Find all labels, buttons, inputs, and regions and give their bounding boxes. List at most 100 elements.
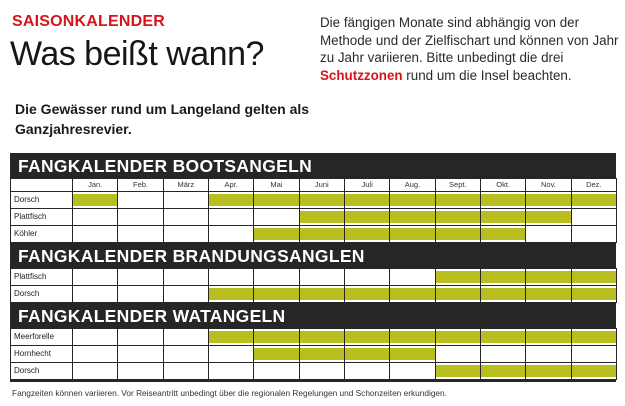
month-cell <box>253 225 300 243</box>
month-cell <box>479 268 527 286</box>
month-cell <box>298 328 345 346</box>
month-cell <box>389 208 436 226</box>
month-cell <box>253 345 300 363</box>
month-header: Okt. <box>479 178 527 192</box>
season-bar <box>436 194 480 206</box>
month-cell <box>162 208 209 226</box>
month-cell <box>117 285 164 303</box>
season-bar <box>345 288 389 300</box>
month-cell <box>207 345 255 363</box>
month-cell <box>434 191 481 209</box>
month-header: Jan. <box>71 178 119 192</box>
month-cell <box>479 285 527 303</box>
month-cell <box>162 328 209 346</box>
season-bar <box>572 365 616 377</box>
calendar-table: Plattfisch Dorsch <box>10 268 617 303</box>
season-bar <box>481 288 525 300</box>
kicker: SAISONKALENDER <box>12 13 166 30</box>
month-cell <box>479 362 527 380</box>
month-cell <box>71 345 119 363</box>
footnote: Fangzeiten können variieren. Vor Reisean… <box>12 388 447 398</box>
month-cell <box>434 362 481 380</box>
month-cell <box>434 268 481 286</box>
month-header: Aug. <box>389 178 436 192</box>
month-cell <box>298 191 345 209</box>
season-bar <box>572 288 616 300</box>
month-cell <box>525 191 572 209</box>
table-row: Hornhecht <box>10 345 617 363</box>
protected-zones-highlight: Schutzzonen <box>320 67 403 83</box>
month-cell <box>570 225 617 243</box>
month-cell <box>162 191 209 209</box>
month-cell <box>298 362 345 380</box>
month-cell <box>253 268 300 286</box>
month-cell <box>71 285 119 303</box>
info-text-after: rund um die Insel beachten. <box>402 67 572 83</box>
table-row: Plattfisch <box>10 208 617 226</box>
month-cell <box>389 285 436 303</box>
season-bar <box>526 271 571 283</box>
fish-label: Dorsch <box>10 191 73 209</box>
calendar-table: Jan. Feb. März Apr. Mai Juni Juli Aug. Sept. Okt.… <box>10 178 617 243</box>
month-cell <box>117 362 164 380</box>
month-cell <box>434 345 481 363</box>
month-cell <box>71 362 119 380</box>
season-bar <box>390 331 435 343</box>
month-cell <box>162 268 209 286</box>
season-bar <box>436 271 480 283</box>
season-bar <box>526 331 571 343</box>
season-bar <box>436 331 480 343</box>
month-cell <box>389 345 436 363</box>
season-bar <box>526 365 571 377</box>
month-cell <box>71 191 119 209</box>
month-cell <box>253 191 300 209</box>
season-bar <box>526 288 571 300</box>
season-bar <box>254 228 299 240</box>
season-bar <box>300 331 344 343</box>
fish-label: Hornhecht <box>10 345 73 363</box>
month-cell <box>71 328 119 346</box>
season-bar <box>345 331 389 343</box>
season-bar <box>390 194 435 206</box>
season-bar <box>481 228 525 240</box>
season-bar <box>436 288 480 300</box>
season-bar <box>390 288 435 300</box>
month-cell <box>207 191 255 209</box>
info-text-before: Die fängigen Monate sind abhängig von de… <box>320 15 619 66</box>
fish-label: Dorsch <box>10 285 73 303</box>
season-bar <box>436 365 480 377</box>
month-cell <box>162 285 209 303</box>
month-cell <box>479 191 527 209</box>
month-cell <box>389 225 436 243</box>
fishing-calendar: FANGKALENDER BOOTSANGELN Jan. Feb. März Apr.… <box>10 153 617 382</box>
month-cell <box>207 285 255 303</box>
season-bar <box>209 331 253 343</box>
month-cell <box>479 345 527 363</box>
season-bar <box>481 211 525 223</box>
month-cell <box>570 285 617 303</box>
table-row: Dorsch <box>10 191 617 209</box>
month-cell <box>389 191 436 209</box>
month-cell <box>298 208 345 226</box>
section-title: FANGKALENDER WATANGELN <box>18 306 286 326</box>
season-bar <box>572 194 616 206</box>
month-cell <box>389 362 436 380</box>
month-cell <box>343 285 391 303</box>
season-bar <box>254 348 299 360</box>
month-cell <box>570 191 617 209</box>
month-cell <box>117 345 164 363</box>
month-header: März <box>162 178 209 192</box>
month-cell <box>343 268 391 286</box>
season-bar <box>572 331 616 343</box>
season-bar <box>481 331 525 343</box>
season-bar <box>254 288 299 300</box>
season-bar <box>300 288 344 300</box>
month-cell <box>207 268 255 286</box>
month-header: Sept. <box>434 178 481 192</box>
month-cell <box>479 328 527 346</box>
month-cell <box>71 225 119 243</box>
fish-label: Dorsch <box>10 362 73 380</box>
season-bar <box>481 194 525 206</box>
month-cell <box>117 268 164 286</box>
table-row: Dorsch <box>10 362 617 380</box>
